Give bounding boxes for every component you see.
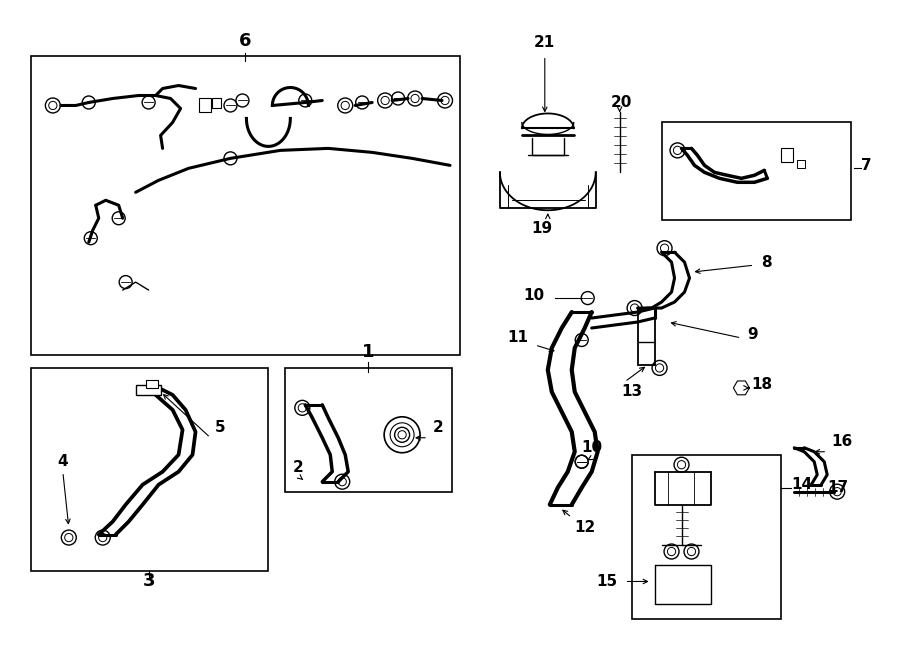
Text: 5: 5 (215, 420, 226, 436)
Text: 2: 2 (433, 420, 444, 436)
Text: 16: 16 (832, 434, 852, 449)
Text: 13: 13 (621, 385, 643, 399)
Text: 7: 7 (861, 158, 872, 173)
Text: 15: 15 (597, 574, 617, 589)
Text: 10: 10 (581, 440, 602, 455)
Text: 4: 4 (58, 454, 68, 469)
Bar (781, 148, 793, 162)
Bar (797, 160, 806, 168)
Text: 20: 20 (611, 95, 633, 110)
Text: 10: 10 (524, 287, 544, 303)
Text: 18: 18 (752, 377, 772, 393)
Text: 19: 19 (531, 220, 553, 236)
Text: 1: 1 (362, 343, 374, 361)
Text: 8: 8 (761, 255, 772, 269)
Bar (146, 380, 158, 388)
Text: 11: 11 (507, 330, 527, 346)
Bar (199, 99, 211, 113)
Bar (632, 455, 781, 620)
Text: 9: 9 (747, 328, 758, 342)
Bar (31, 56, 460, 355)
Text: 21: 21 (535, 35, 555, 50)
Text: 2: 2 (292, 460, 303, 475)
Bar (212, 99, 221, 109)
Text: 12: 12 (574, 520, 595, 535)
Text: 3: 3 (142, 573, 155, 591)
Text: 6: 6 (239, 32, 252, 50)
Text: 14: 14 (791, 477, 813, 492)
Bar (662, 122, 851, 220)
Text: 17: 17 (827, 480, 849, 495)
Bar (285, 368, 452, 492)
Bar (136, 385, 160, 395)
Bar (31, 368, 268, 571)
